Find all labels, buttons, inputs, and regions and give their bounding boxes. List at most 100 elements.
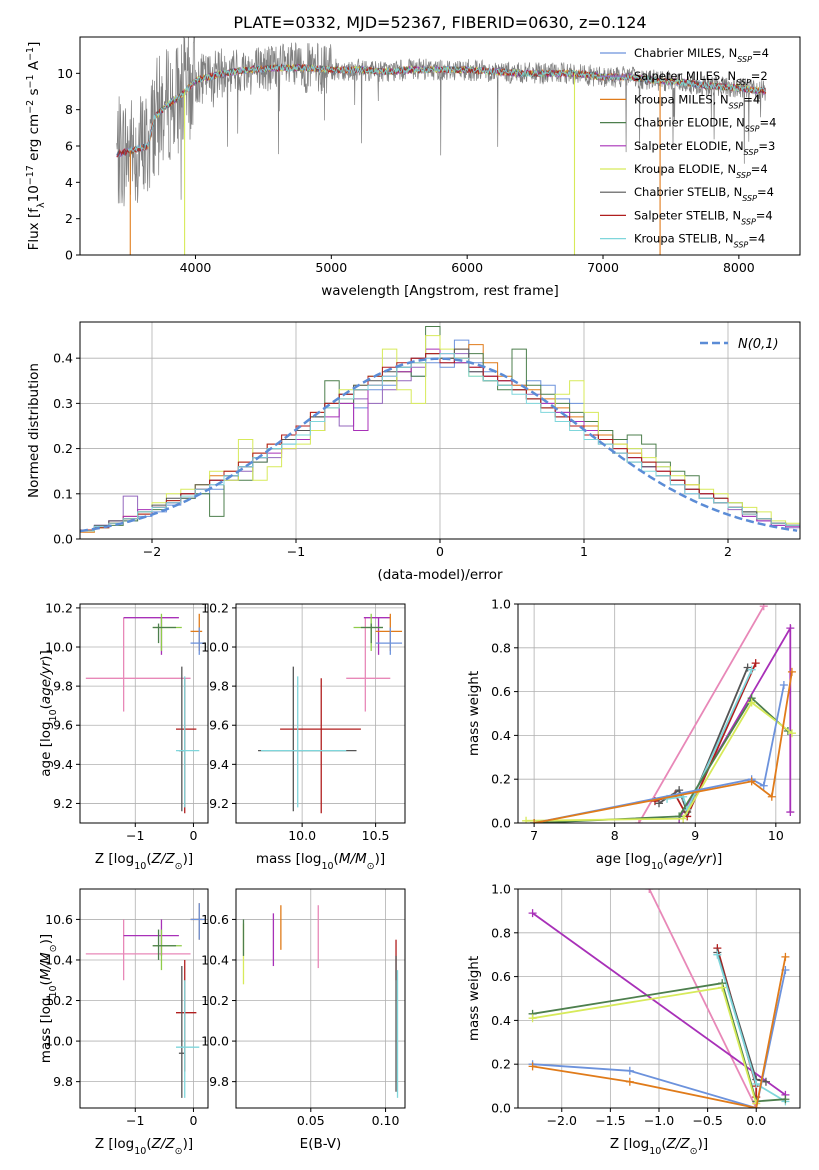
hist-kroupa_stelib [80, 353, 800, 532]
weight-marker [759, 781, 768, 790]
x-tick-label: 7 [530, 828, 538, 843]
y-tick-label: 10.6 [201, 912, 229, 927]
panel-age_vs_Z: −1 0 9.2 9.4 9.6 9.8 10.0 10.2 Z [log10(Z/Z⊙)] ag… [38, 600, 209, 872]
weight-marker [528, 909, 537, 918]
x-axis-label: age [log10(age/yr)] [596, 851, 722, 872]
y-tick-label: 9.4 [53, 757, 73, 772]
weight-marker [751, 659, 760, 668]
weight-line-extra_pink [648, 889, 758, 1108]
weight-marker [752, 1079, 761, 1088]
axes-frame [235, 888, 406, 1109]
y-tick-label: 9.6 [53, 718, 73, 733]
figure-title: PLATE=0332, MJD=52367, FIBERID=0630, z=0… [233, 13, 646, 32]
plot-area-age_vs_Z [80, 604, 208, 823]
y-tick-label: 0.6 [491, 684, 511, 699]
y-tick-label: 8 [65, 102, 73, 117]
plot-area-residuals [80, 322, 800, 539]
x-tick-label: 0 [189, 828, 197, 843]
weight-marker [530, 819, 539, 823]
y-tick-label: 0.8 [491, 640, 511, 655]
y-tick-label: 9.8 [53, 1074, 73, 1089]
axes-frame [517, 603, 801, 824]
weight-marker [625, 1077, 634, 1086]
y-tick-label: 0.2 [491, 772, 511, 787]
y-tick-label: 0.8 [491, 925, 511, 940]
y-tick-label: 10.6 [45, 912, 73, 927]
x-axis-label: mass [log10(M/M⊙)] [256, 851, 385, 872]
x-tick-label: 10 [768, 828, 784, 843]
x-tick-label: 10.5 [362, 828, 390, 843]
panel-mass_vs_Z: −1 0 9.8 10.0 10.2 10.4 10.6 Z [log10(Z/Z⊙)] mas… [38, 888, 209, 1157]
y-axis-label: age [log10(age/yr)] [38, 650, 59, 776]
x-axis-label: wavelength [Angstrom, rest frame] [321, 283, 559, 299]
y-tick-label: 10.2 [45, 600, 73, 615]
weight-line-kroupa_elodie [532, 986, 758, 1104]
legend-label: Kroupa MILES, NSSP=4 [634, 92, 760, 110]
y-tick-label: 10.2 [201, 600, 229, 615]
axes-frame [79, 603, 209, 824]
plot-area-weight_vs_age [518, 604, 800, 823]
weight-marker [786, 624, 795, 633]
x-tick-label: −2 [143, 544, 161, 559]
x-tick-label: 0 [189, 1113, 197, 1128]
x-tick-label: 4000 [180, 260, 212, 275]
weight-marker [675, 786, 684, 795]
y-tick-label: 9.8 [209, 1074, 229, 1089]
plot-area-spectrum [116, 37, 767, 255]
x-tick-label: −1 [287, 544, 305, 559]
weight-marker [787, 729, 796, 738]
y-axis-label: mass weight [466, 671, 482, 756]
weight-marker [679, 814, 688, 823]
panel-mass_vs_EBV: 0.05 0.10 9.8 10.0 10.2 10.4 10.6 E(B-V) [201, 888, 406, 1152]
y-tick-label: 10.4 [45, 952, 73, 967]
y-tick-label: 9.4 [209, 757, 229, 772]
x-tick-label: 7000 [587, 260, 619, 275]
legend-label: Salpeter STELIB, NSSP=4 [634, 208, 773, 226]
weight-line-chabrier_miles [532, 969, 787, 1108]
y-tick-label: 10.0 [45, 1034, 73, 1049]
weight-marker [743, 663, 752, 672]
y-tick-label: 9.8 [53, 679, 73, 694]
panel-residuals: −2 −1 0 1 2 0.0 0.1 0.2 0.3 0.4 N(0,1) (data-model)… [26, 321, 801, 583]
x-axis-label: Z [log10(Z/Z⊙)] [95, 851, 193, 872]
x-tick-label: −0.5 [692, 1113, 722, 1128]
axes-frame [235, 603, 406, 824]
y-tick-label: 9.2 [53, 796, 73, 811]
y-tick-label: 0.4 [491, 728, 511, 743]
weight-marker [747, 698, 756, 707]
plot-area-age_vs_mass [236, 604, 405, 823]
x-tick-label: −1 [126, 1113, 144, 1128]
weight-marker [786, 808, 795, 817]
x-tick-label: 0.10 [372, 1113, 400, 1128]
weight-marker [779, 681, 788, 690]
y-tick-label: 0.2 [53, 441, 73, 456]
weight-marker [645, 889, 654, 893]
y-tick-label: 6 [65, 139, 73, 154]
x-tick-label: 0.05 [297, 1113, 325, 1128]
weight-line-chabrier_elodie [532, 982, 786, 1103]
x-tick-label: 8000 [723, 260, 755, 275]
x-tick-label: −2.0 [547, 1113, 577, 1128]
weight-marker [713, 950, 722, 959]
legend-label: Salpeter ELODIE, NSSP=3 [634, 139, 775, 157]
y-tick-label: 0.0 [491, 816, 511, 831]
x-tick-label: 8 [611, 828, 619, 843]
panel-spectrum: 4000 5000 6000 7000 8000 0 2 4 6 8 10 wavelength [A… [25, 36, 801, 299]
x-tick-label: −1 [126, 828, 144, 843]
y-tick-label: 0.4 [491, 1013, 511, 1028]
weight-marker [528, 1014, 537, 1023]
y-tick-label: 0.1 [53, 486, 73, 501]
gaussian-curve [80, 357, 798, 533]
x-tick-label: 9 [691, 828, 699, 843]
weight-marker [522, 816, 531, 823]
weight-marker [718, 983, 727, 992]
weight-marker [781, 952, 790, 961]
y-tick-label: 10.0 [45, 640, 73, 655]
panel-weight_vs_Z: −2.0 −1.5 −1.0 −0.5 0.0 0.0 0.2 0.4 0.6 0.8 1.0 Z [… [466, 882, 801, 1157]
legend-label: Kroupa STELIB, NSSP=4 [634, 232, 765, 250]
legend-label: Chabrier ELODIE, NSSP=4 [634, 116, 776, 134]
x-tick-label: 0 [436, 544, 444, 559]
weight-marker [787, 667, 796, 676]
legend-label: Chabrier MILES, NSSP=4 [634, 46, 769, 64]
weight-marker [761, 1077, 770, 1086]
